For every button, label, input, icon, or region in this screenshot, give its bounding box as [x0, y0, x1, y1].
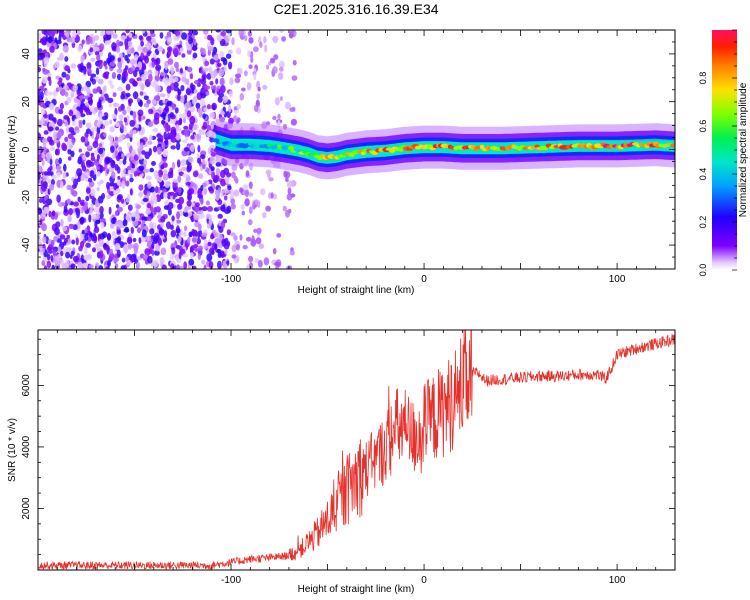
- spectrogram-y-axis-label: Frequency (Hz): [7, 116, 18, 185]
- spectrogram-y-tick-label: 0: [21, 146, 32, 152]
- spectrogram-ticks: -100 0 100 -40 -20 0 20 40: [21, 29, 676, 285]
- colorbar: 0.0 0.2 0.4 0.6 0.8 Normalized spectral ampl…: [698, 29, 749, 277]
- snr-y-axis-label: SNR (10 * v/v): [7, 418, 18, 482]
- noise-speckle: [38, 30, 298, 269]
- spectrogram-x-axis-label: Height of straight line (km): [298, 285, 415, 296]
- spectrogram-panel: -100 0 100 -40 -20 0 20 40 Height of straight l…: [7, 29, 676, 296]
- snr-y-tick-label: 2000: [21, 497, 32, 520]
- spectrogram-x-tick-label: 0: [421, 274, 427, 285]
- snr-frame: [37, 329, 676, 571]
- spectrogram-x-tick-label: -100: [221, 274, 241, 285]
- colorbar-ticks: 0.0 0.2 0.4 0.6 0.8: [698, 29, 737, 277]
- spectrogram-y-tick-label: 40: [21, 48, 32, 60]
- spectrogram-y-tick-label: 20: [21, 96, 32, 108]
- colorbar-tick-label: 0.8: [698, 72, 708, 85]
- snr-panel: -100 0 100 2000 4000 6000 Height of straight …: [7, 329, 676, 595]
- snr-x-tick-label: -100: [221, 575, 241, 586]
- colorbar-tick-label: 0.6: [698, 120, 708, 133]
- colorbar-tick-label: 0.4: [698, 168, 708, 181]
- snr-y-tick-label: 4000: [21, 435, 32, 458]
- snr-data: [38, 330, 675, 570]
- colorbar-label: Normalized spectral amplitude: [738, 82, 749, 217]
- spectrogram-y-tick-label: -20: [21, 190, 32, 205]
- colorbar-tick-label: 0.0: [698, 264, 708, 277]
- snr-y-tick-label: 6000: [21, 374, 32, 397]
- spectrogram-y-tick-label: -40: [21, 237, 32, 252]
- snr-series-line: [38, 330, 675, 570]
- snr-ticks: -100 0 100 2000 4000 6000: [21, 330, 676, 586]
- spectrogram-data: [38, 30, 675, 269]
- snr-x-tick-label: 0: [421, 575, 427, 586]
- colorbar-gradient: [712, 30, 737, 270]
- spectral-ridge: [211, 118, 675, 180]
- snr-x-axis-label: Height of straight line (km): [298, 584, 415, 595]
- chart-title: C2E1.2025.316.16.39.E34: [273, 1, 438, 17]
- snr-x-tick-label: 100: [609, 575, 626, 586]
- spectrogram-x-tick-label: 100: [609, 274, 626, 285]
- colorbar-tick-label: 0.2: [698, 216, 708, 229]
